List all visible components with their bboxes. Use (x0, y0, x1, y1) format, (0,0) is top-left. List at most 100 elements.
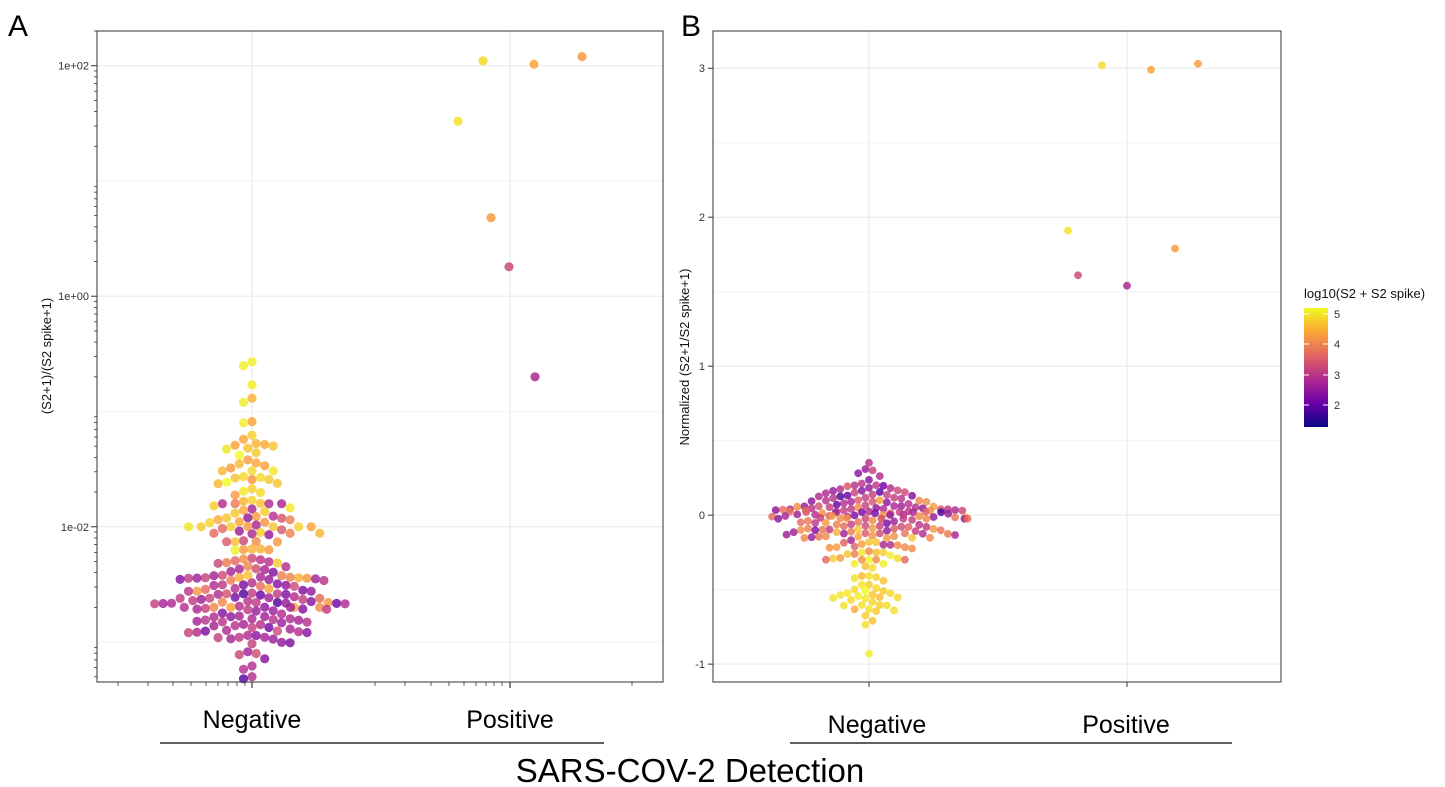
negative-point (822, 518, 830, 527)
negative-point (857, 555, 866, 564)
negative-point (150, 599, 160, 609)
negative-point (247, 393, 257, 403)
negative-point (277, 618, 287, 628)
negative-point (289, 581, 299, 592)
positive-point (1194, 59, 1202, 68)
negative-point (238, 486, 249, 496)
negative-point (247, 484, 257, 494)
negative-point (175, 593, 185, 604)
negative-point (779, 505, 787, 514)
grid-a (97, 31, 663, 682)
negative-point (179, 602, 189, 613)
negative-point (209, 580, 219, 591)
negative-point (230, 592, 240, 602)
negative-point (238, 397, 249, 407)
negative-point (796, 518, 805, 527)
negative-point (213, 479, 223, 489)
negative-point (230, 537, 240, 547)
negative-point (908, 491, 916, 500)
negative-point (243, 521, 253, 532)
negative-point (871, 509, 879, 518)
negative-point (915, 496, 924, 505)
negative-point (294, 522, 304, 532)
negative-point (243, 513, 253, 523)
negative-point (272, 626, 282, 636)
negative-point (825, 525, 834, 534)
negative-point (247, 588, 257, 598)
negative-point (883, 534, 891, 542)
negative-point (251, 597, 261, 608)
negative-point (861, 529, 870, 538)
negative-point (238, 505, 249, 515)
negative-point (901, 543, 909, 552)
negative-point (847, 505, 855, 513)
negative-point (298, 585, 308, 595)
category-label-positive-a: Positive (466, 706, 554, 734)
negative-point (268, 615, 278, 625)
negative-point (238, 472, 249, 482)
y-tick-label: 2 (699, 212, 705, 224)
negative-point (209, 528, 219, 538)
negative-point (822, 532, 830, 541)
negative-point (255, 590, 266, 600)
negative-point (260, 611, 270, 622)
negative-point (251, 520, 261, 530)
negative-point (251, 458, 261, 468)
negative-point (268, 567, 278, 577)
negative-point (861, 493, 870, 502)
negative-point (857, 479, 866, 488)
negative-point (926, 533, 934, 542)
negative-point (196, 522, 206, 532)
negative-point (868, 616, 877, 625)
negative-point (260, 632, 270, 642)
negative-point (893, 541, 902, 550)
negative-point (277, 525, 287, 535)
negative-point (209, 501, 219, 511)
negative-point (865, 547, 873, 556)
negative-point (192, 616, 202, 626)
negative-point (238, 674, 249, 684)
negative-point (868, 563, 877, 572)
negative-point (822, 496, 830, 505)
negative-point (875, 472, 884, 480)
negative-point (868, 466, 877, 475)
negative-point (238, 664, 249, 674)
negative-point (854, 469, 863, 478)
negative-point (260, 602, 270, 612)
negative-point (865, 458, 873, 467)
y-ticks-b: -1 0 1 2 3 (695, 63, 1128, 687)
negative-point (854, 518, 863, 526)
negative-point (796, 526, 805, 534)
negative-point (255, 555, 266, 565)
negative-point (205, 518, 215, 528)
negative-point (247, 357, 257, 367)
category-label-negative-b: Negative (828, 711, 927, 739)
negative-point (789, 528, 798, 537)
y-axis-title-b: Normalized (S2+1/S2 spike+1) (677, 268, 692, 445)
positive-point (530, 372, 540, 382)
legend-label-3: 3 (1334, 370, 1340, 382)
negative-point (879, 587, 888, 595)
negative-point (879, 540, 888, 549)
negative-point (822, 555, 830, 564)
positive-point (1171, 244, 1179, 253)
negative-point (951, 513, 959, 522)
negative-point (268, 634, 278, 644)
negative-point (281, 562, 291, 572)
negative-point (209, 602, 219, 613)
negative-point (814, 532, 823, 541)
negative-point (243, 570, 253, 580)
negative-point (868, 531, 877, 540)
negative-point (951, 531, 959, 539)
negative-point (230, 556, 240, 566)
negative-point (868, 524, 877, 533)
negative-point (234, 517, 244, 527)
negative-point (865, 484, 873, 492)
negative-point (963, 514, 972, 523)
negative-point (294, 615, 304, 625)
negative-point (192, 573, 202, 583)
negative-point (277, 499, 287, 509)
negative-point (294, 573, 304, 583)
negative-point (843, 491, 852, 500)
negative-point (854, 496, 863, 505)
